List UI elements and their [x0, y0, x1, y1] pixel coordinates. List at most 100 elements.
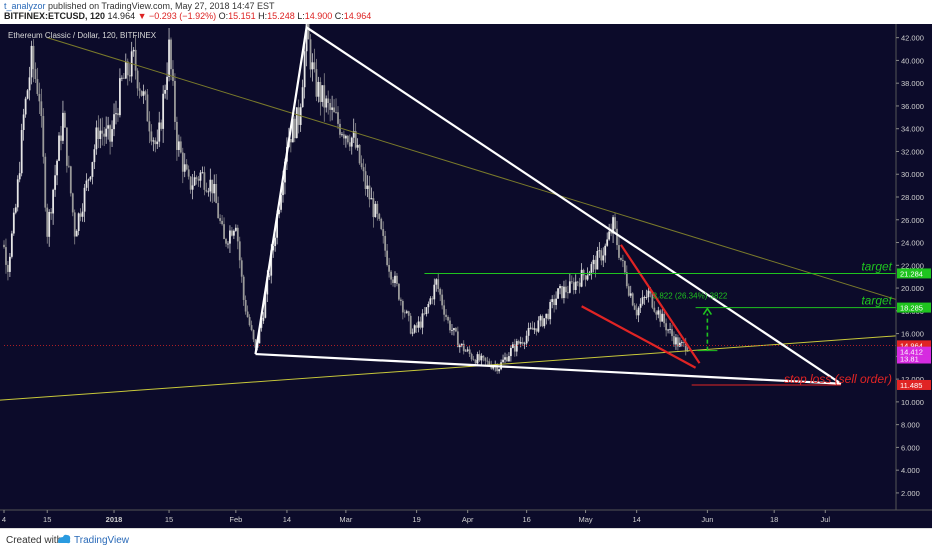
time-tick-label: 2018	[106, 515, 123, 524]
tradingview-brand[interactable]: TradingView	[74, 535, 130, 546]
candle-body	[441, 294, 444, 306]
candle-body	[48, 211, 51, 237]
price-label-box	[897, 302, 931, 313]
target-1-label: target	[861, 259, 892, 273]
candle-body	[565, 286, 567, 293]
candle-body	[649, 290, 652, 294]
created-with-text: Created with	[6, 535, 63, 546]
candle-body	[278, 209, 280, 215]
candle-body	[65, 127, 68, 166]
candle-body	[602, 255, 605, 261]
candle-body	[386, 250, 389, 266]
drawings-layer: target target stop loss (sell order) 3.822 …	[0, 25, 897, 401]
candle-body	[641, 297, 644, 304]
candle-body	[488, 361, 491, 366]
candle-body	[73, 212, 76, 237]
candle-body	[289, 139, 292, 143]
candle-body	[513, 344, 516, 352]
candle-body	[113, 114, 115, 130]
time-tick-label: Jul	[820, 515, 830, 524]
candle-body	[425, 307, 428, 315]
candle-body	[46, 207, 49, 237]
candle-body	[427, 303, 430, 308]
candle-body	[195, 177, 198, 179]
candle-body	[462, 343, 465, 352]
price-tick-label: 8.000	[901, 421, 920, 430]
time-axis[interactable]: 4 15 2018 15 Feb 14 Mar 19 Apr 16 May 14 Jun 18 Jul	[0, 509, 932, 528]
candle-body	[264, 294, 267, 318]
candle-body	[40, 101, 43, 117]
candle-body	[44, 156, 47, 208]
candle-body	[625, 272, 628, 287]
candle-body	[675, 337, 677, 345]
candle-body	[315, 69, 318, 97]
candle-body	[559, 285, 561, 289]
publish-info: published on TradingView.com, May 27, 20…	[48, 1, 275, 11]
time-tick-label: 15	[165, 515, 173, 524]
candle-body	[421, 313, 424, 328]
tradingview-logo-icon	[58, 534, 71, 544]
candle-body	[423, 313, 426, 315]
candle-body	[16, 179, 19, 208]
candle-body	[362, 167, 365, 172]
price-axis[interactable]: 42.000 40.000 38.000 36.000 34.000 32.000 30.0…	[895, 24, 932, 510]
candle-body	[392, 279, 394, 284]
candle-body	[268, 275, 271, 277]
candle-body	[472, 359, 475, 361]
candle-body	[612, 217, 614, 234]
price-chart[interactable]: target target stop loss (sell order) 3.822 …	[0, 24, 932, 528]
candle-body	[81, 211, 84, 217]
candle-body	[396, 275, 398, 284]
symbol-label: BITFINEX:ETCUSD, 120	[4, 11, 106, 21]
candle-body	[433, 284, 436, 300]
candle-body	[136, 70, 139, 89]
candle-body	[229, 230, 231, 244]
candle-body	[401, 300, 404, 313]
change-arrow-icon: ▼	[137, 11, 147, 21]
price-tick-label: 6.000	[901, 443, 920, 452]
candle-body	[203, 172, 206, 190]
time-tick-label: Mar	[339, 515, 352, 524]
candle-body	[474, 359, 477, 364]
candle-body	[52, 189, 55, 214]
candle-body	[588, 272, 591, 276]
candle-body	[56, 160, 58, 176]
candle-body	[643, 297, 646, 298]
candle-body	[529, 327, 532, 329]
candle-body	[453, 328, 455, 331]
candle-body	[352, 131, 355, 138]
candle-body	[24, 98, 27, 115]
candle-body	[250, 325, 253, 331]
close-label: C:	[334, 11, 344, 21]
candle-body	[321, 85, 324, 102]
candle-body	[376, 203, 379, 214]
candle-body	[616, 228, 618, 246]
price-label-box	[897, 379, 931, 390]
time-tick-label: 14	[632, 515, 640, 524]
candle-body	[197, 178, 200, 181]
candle-body	[533, 328, 536, 330]
candle-body	[370, 198, 373, 200]
candle-body	[240, 260, 243, 277]
price-tick-label: 36.000	[901, 102, 924, 111]
candle-body	[325, 98, 328, 108]
measure-label: 3.822 (26.34%) 3822	[653, 292, 728, 301]
candle-body	[614, 217, 616, 229]
candle-body	[525, 335, 528, 344]
candle-body	[69, 166, 72, 194]
author-link[interactable]: t_analyzor	[4, 1, 46, 11]
candle-body	[335, 112, 337, 113]
candle-body	[252, 330, 255, 340]
candle-body	[20, 129, 23, 174]
candle-body	[663, 313, 666, 324]
candle-body	[537, 320, 540, 332]
candle-body	[598, 250, 601, 252]
candle-body	[407, 311, 410, 316]
candle-body	[535, 328, 538, 332]
candle-body	[627, 286, 630, 296]
candle-body	[661, 313, 664, 322]
candle-body	[166, 76, 168, 90]
candle-body	[219, 218, 222, 221]
price-tick-label: 32.000	[901, 147, 924, 156]
high-label: H:	[258, 11, 268, 21]
